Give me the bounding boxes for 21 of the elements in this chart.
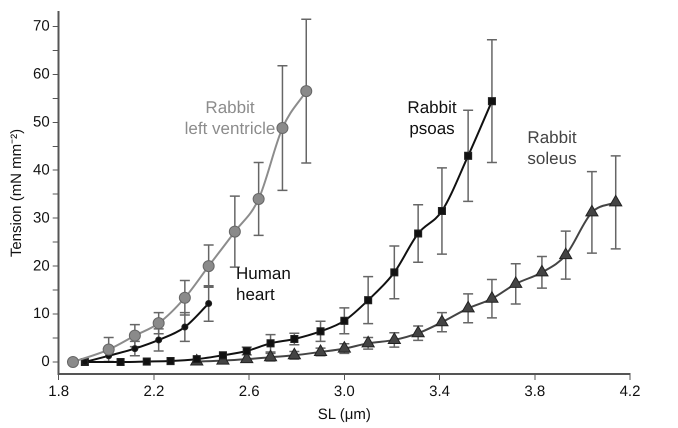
y-tick-label: 0 [41,353,50,370]
x-tick-label: 3.8 [524,383,546,400]
series-label: Rabbit psoas [407,98,457,138]
x-tick-label: 2.2 [143,383,164,400]
x-tick-label: 1.8 [48,383,70,400]
y-tick-label: 10 [32,305,50,322]
x-tick-label: 4.2 [620,383,640,400]
y-tick-label: 20 [32,257,50,274]
y-tick-label: 70 [32,18,50,35]
x-tick-label: 3.0 [334,383,355,400]
series-label: Human heart [236,264,291,304]
x-axis-title: SL (μm) [318,406,371,424]
y-tick-label: 40 [32,161,50,178]
x-tick-label: 3.4 [429,383,450,400]
x-tick-label: 2.6 [238,383,260,400]
y-tick-label: 60 [32,65,50,82]
y-tick-label: 30 [32,209,50,226]
series-label: Rabbit left ventricle [184,98,276,138]
text: Rabbit soleus [527,128,577,168]
y-axis-title: Tension (mN mm⁻²) [8,128,26,258]
y-tick-label: 50 [32,113,50,130]
